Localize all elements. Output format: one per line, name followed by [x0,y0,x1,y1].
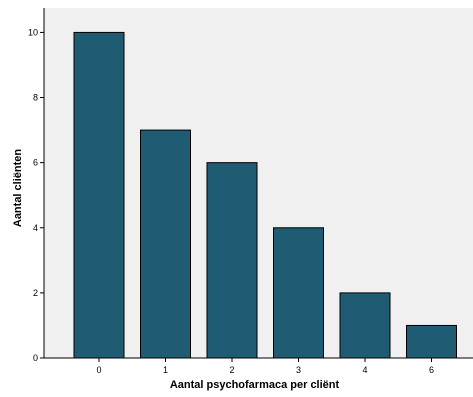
bar-0 [73,31,125,359]
x-tick-label: 0 [96,365,101,375]
x-tick-label: 4 [362,365,367,375]
y-tick-label: 2 [33,288,38,298]
y-tick-label: 0 [33,353,38,363]
y-axis-title: Aantal cliënten [12,149,24,228]
bar-4 [339,292,391,359]
bars-layer [73,31,457,359]
x-tick-label: 3 [296,365,301,375]
x-tick-label: 1 [163,365,168,375]
x-tick-label: 6 [429,365,434,375]
y-tick-label: 10 [28,27,38,37]
y-tick-label: 8 [33,93,38,103]
x-axis-title: Aantal psychofarmaca per cliënt [170,379,340,391]
bar-6 [406,324,457,359]
bar-1 [140,129,191,359]
y-tick-label: 4 [33,223,38,233]
y-tick-label: 6 [33,158,38,168]
bar-3 [273,227,324,359]
bar-2 [206,162,258,359]
ticks-layer: 0 1 2 3 4 6 0 2 4 6 8 10 [28,27,434,375]
x-tick-label: 2 [229,365,234,375]
